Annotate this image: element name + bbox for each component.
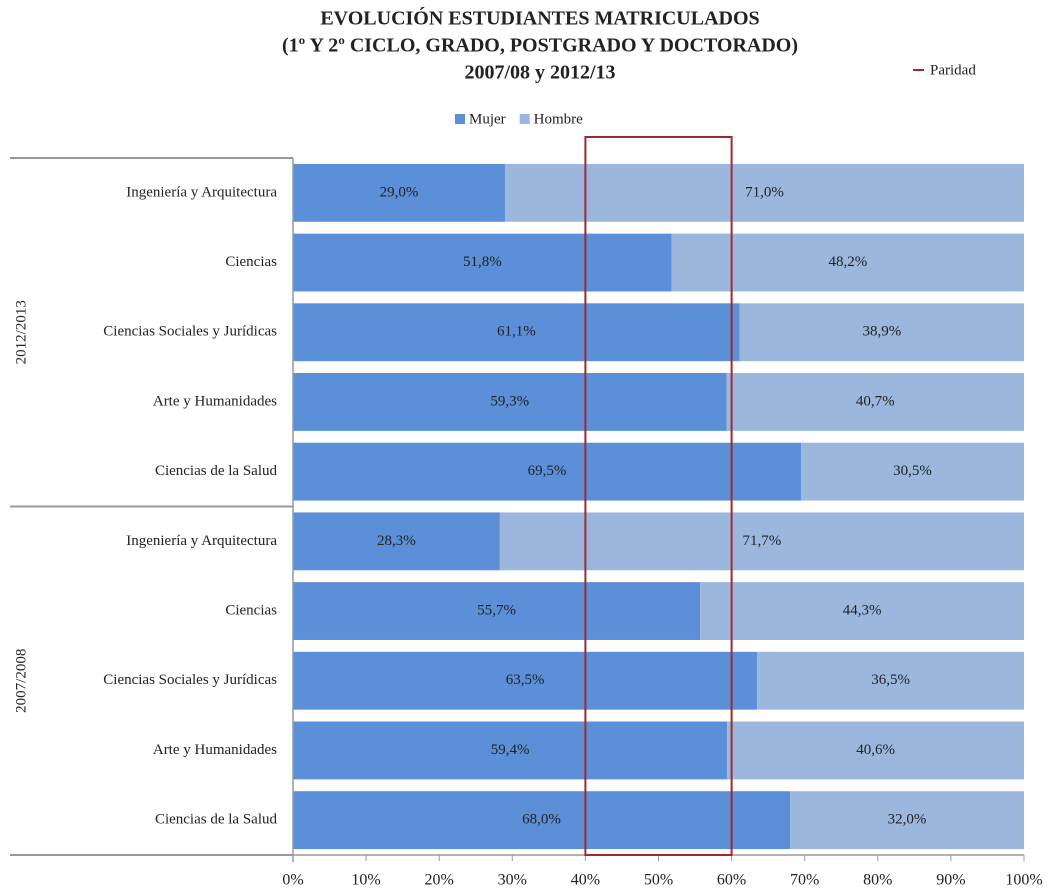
y-tick-label: Ciencias [225, 254, 277, 270]
x-tick-label: 70% [790, 872, 819, 889]
bar-segment [293, 791, 791, 850]
bar-segment [790, 791, 1024, 850]
bar-segment [700, 582, 1024, 640]
data-label: 61,1% [497, 324, 536, 340]
bar-segment [504, 163, 1024, 222]
chart-title: 2007/08 y 2012/13 [464, 62, 615, 84]
x-tick-label: 50% [644, 872, 673, 889]
data-label: 28,3% [377, 533, 416, 549]
data-label: 32,0% [888, 812, 927, 828]
chart-title: (1º Y 2º CICLO, GRADO, POSTGRADO Y DOCTO… [282, 35, 798, 57]
chart-title: EVOLUCIÓN ESTUDIANTES MATRICULADOS [320, 6, 759, 30]
bar-segment [671, 233, 1024, 292]
data-label: 59,3% [490, 393, 529, 409]
y-tick-label: Ciencias de la Salud [155, 463, 278, 479]
x-tick-label: 80% [863, 872, 892, 889]
data-label: 71,7% [743, 533, 782, 549]
data-label: 38,9% [862, 324, 901, 340]
group-label: 2007/2008 [13, 649, 29, 713]
bar-segment [293, 233, 672, 292]
data-label: 30,5% [893, 463, 932, 479]
bar-segment [293, 651, 758, 710]
data-label: 29,0% [380, 184, 419, 200]
data-label: 40,6% [856, 742, 895, 758]
bar-segment [499, 512, 1024, 571]
y-tick-label: Ciencias de la Salud [155, 812, 278, 828]
x-tick-label: 60% [717, 872, 746, 889]
data-label: 69,5% [528, 463, 567, 479]
data-label: 44,3% [843, 602, 882, 618]
group-label: 2012/2013 [13, 300, 29, 364]
data-label: 68,0% [522, 812, 561, 828]
bar-segment [739, 303, 1024, 362]
legend-label: Hombre [534, 111, 583, 127]
x-tick-label: 90% [936, 872, 965, 889]
data-label: 71,0% [745, 184, 784, 200]
data-label: 55,7% [477, 602, 516, 618]
x-tick-label: 10% [351, 872, 380, 889]
bar-segment [726, 373, 1024, 431]
data-label: 51,8% [463, 254, 502, 270]
bar-segment [293, 512, 500, 571]
x-tick-label: 20% [425, 872, 454, 889]
x-tick-label: 100% [1005, 872, 1042, 889]
x-tick-label: 40% [571, 872, 600, 889]
bar-segment [757, 651, 1024, 710]
bar-segment [293, 721, 728, 780]
y-tick-label: Ingeniería y Arquitectura [126, 184, 277, 200]
data-label: 36,5% [871, 672, 910, 688]
data-label: 40,7% [856, 393, 895, 409]
legend-label: Paridad [930, 62, 976, 78]
bar-segment [801, 442, 1024, 501]
legend-swatch [519, 114, 530, 124]
data-label: 48,2% [828, 254, 867, 270]
y-tick-label: Ingeniería y Arquitectura [126, 533, 277, 549]
y-tick-label: Ciencias Sociales y Jurídicas [103, 324, 277, 340]
data-label: 63,5% [506, 672, 545, 688]
y-tick-label: Ciencias [225, 602, 277, 618]
x-tick-label: 30% [498, 872, 527, 889]
bar-segment [293, 163, 505, 222]
y-tick-label: Ciencias Sociales y Jurídicas [103, 672, 277, 688]
y-tick-label: Arte y Humanidades [153, 742, 277, 758]
legend-label: Mujer [469, 111, 506, 127]
y-tick-label: Arte y Humanidades [153, 393, 277, 409]
bar-segment [293, 303, 740, 362]
data-label: 59,4% [491, 742, 530, 758]
legend-swatch [455, 114, 465, 124]
bar-segment [293, 373, 727, 431]
bar-segment [293, 442, 802, 501]
parity-box [584, 136, 733, 856]
bar-segment [727, 721, 1024, 780]
bar-segment [293, 582, 701, 640]
x-tick-label: 0% [282, 872, 303, 889]
